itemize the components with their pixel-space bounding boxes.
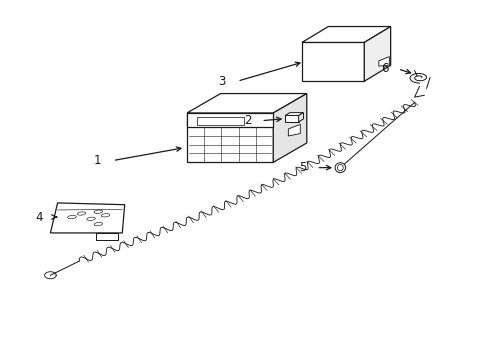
Ellipse shape [94, 222, 102, 226]
Polygon shape [186, 113, 273, 162]
Bar [196, 117, 244, 125]
Polygon shape [378, 57, 388, 66]
Ellipse shape [94, 210, 102, 213]
Text: 4: 4 [36, 211, 43, 224]
Polygon shape [186, 94, 306, 113]
Polygon shape [186, 113, 273, 127]
Polygon shape [288, 124, 300, 136]
Ellipse shape [334, 163, 345, 172]
Text: 2: 2 [244, 114, 251, 127]
Text: 5: 5 [299, 161, 306, 174]
Ellipse shape [87, 217, 95, 220]
Ellipse shape [77, 212, 86, 215]
Polygon shape [96, 233, 117, 240]
Polygon shape [364, 27, 390, 81]
Text: 1: 1 [93, 154, 101, 167]
Polygon shape [302, 27, 390, 42]
Polygon shape [302, 42, 364, 81]
Polygon shape [285, 113, 303, 116]
Polygon shape [285, 116, 298, 122]
Text: 6: 6 [380, 62, 387, 75]
Ellipse shape [67, 215, 76, 219]
Polygon shape [298, 113, 303, 122]
Ellipse shape [101, 213, 110, 217]
Polygon shape [50, 203, 124, 233]
Text: 3: 3 [218, 75, 225, 88]
Ellipse shape [337, 165, 343, 171]
Polygon shape [273, 94, 306, 162]
